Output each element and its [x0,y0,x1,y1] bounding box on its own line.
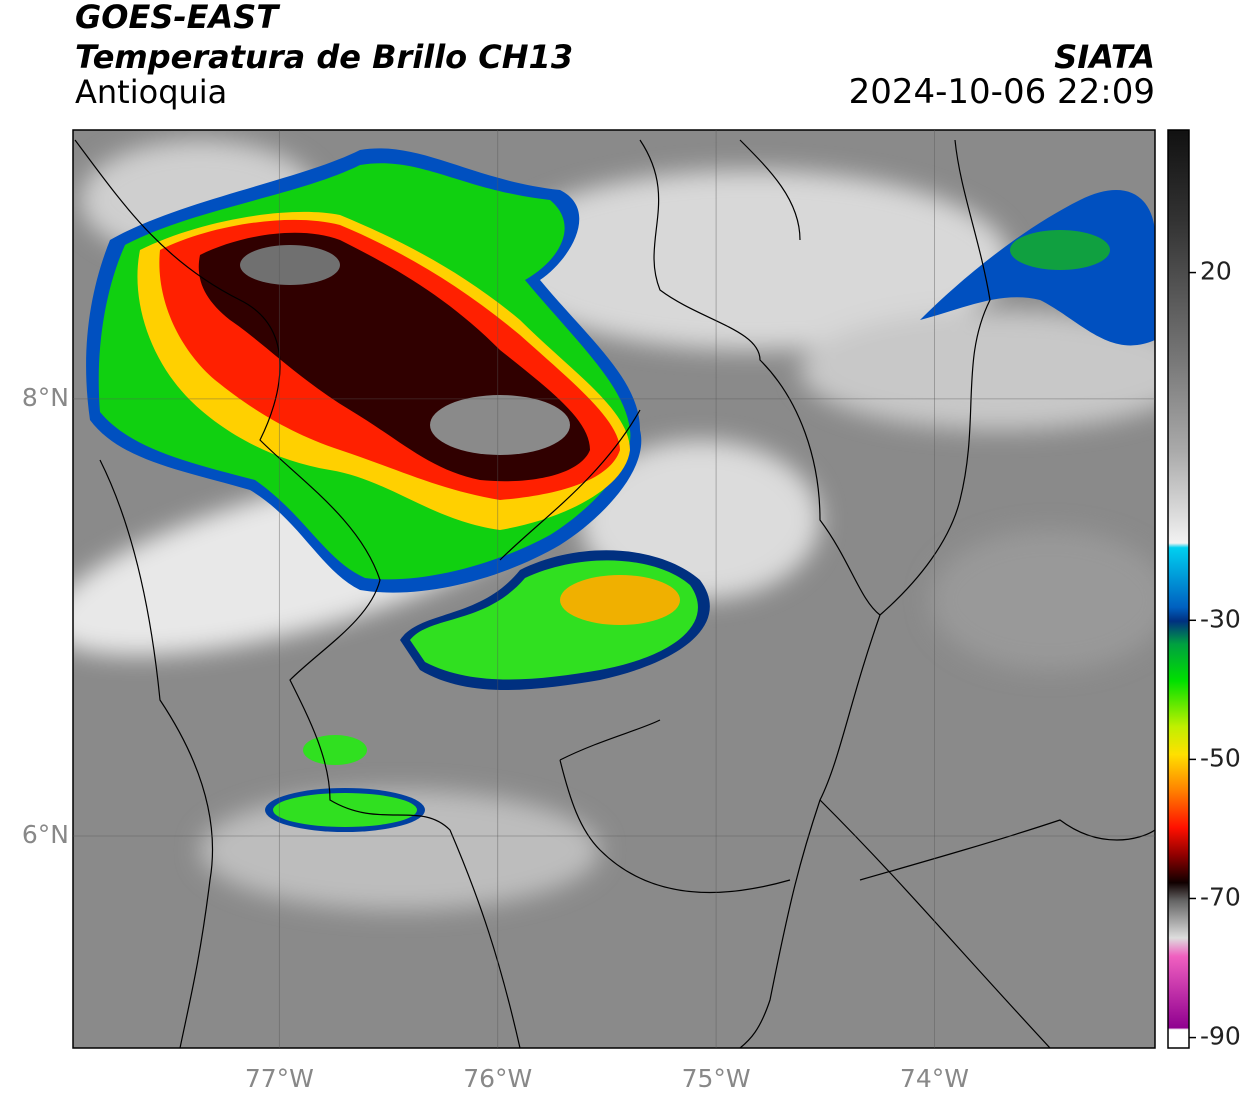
timestamp: 2024-10-06 22:09 [849,72,1155,112]
colorbar [1167,129,1190,1049]
map-frame [72,129,1156,1049]
graticule [73,130,1155,1048]
colorbar-tick-label: -30 [1200,604,1241,633]
lat-tick-label: 6°N [22,820,69,849]
colorbar-tick-label: -70 [1200,882,1241,911]
colorbar-tick-label: 20 [1200,257,1232,286]
map-image [73,130,1155,1048]
labels: 8°N 6°N 77°W 76°W 75°W 74°W 20 -30 -50 -70 -90 [22,257,1241,1093]
lon-tick-label: 76°W [463,1064,532,1093]
region: Antioquia [75,73,227,111]
subtitle: Temperatura de Brillo CH13 [75,38,573,76]
colorbar-tick-label: -50 [1200,743,1241,772]
lat-tick-label: 8°N [22,383,69,412]
colorbar-tick-label: -90 [1200,1022,1241,1051]
lon-tick-label: 77°W [245,1064,314,1093]
lon-tick-label: 74°W [900,1064,969,1093]
lon-tick-label: 75°W [682,1064,751,1093]
title: GOES-EAST [75,0,280,36]
source: SIATA [1054,38,1155,76]
